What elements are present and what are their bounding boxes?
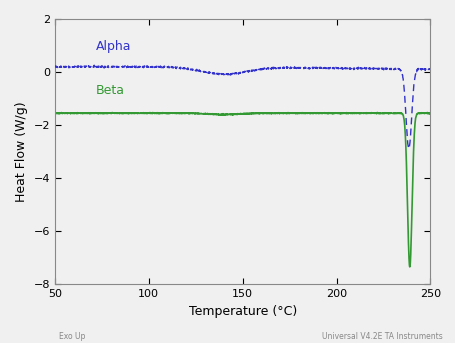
Text: Exo Up: Exo Up (59, 332, 86, 341)
Text: Alpha: Alpha (96, 39, 131, 52)
Text: Universal V4.2E TA Instruments: Universal V4.2E TA Instruments (321, 332, 441, 341)
X-axis label: Temperature (°C): Temperature (°C) (188, 305, 296, 318)
Y-axis label: Heat Flow (W/g): Heat Flow (W/g) (15, 101, 28, 202)
Text: Beta: Beta (96, 84, 125, 97)
